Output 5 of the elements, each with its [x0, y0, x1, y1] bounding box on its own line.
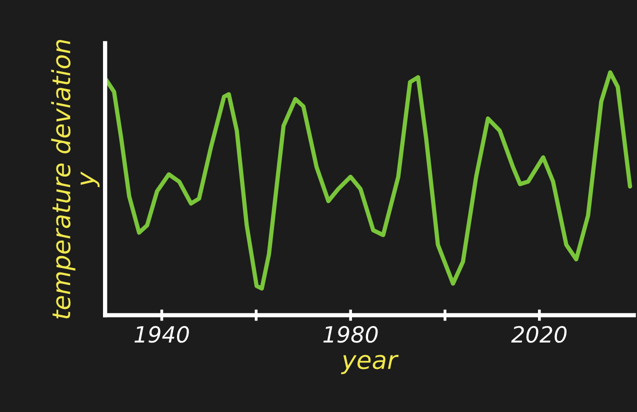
y-axis-title: temperature deviation y — [51, 40, 100, 319]
x-tick-label: 1980 — [323, 326, 378, 343]
x-tick-label: 2020 — [511, 326, 567, 343]
x-axis-title: year — [340, 354, 399, 374]
x-tick-label: 1940 — [134, 326, 189, 343]
